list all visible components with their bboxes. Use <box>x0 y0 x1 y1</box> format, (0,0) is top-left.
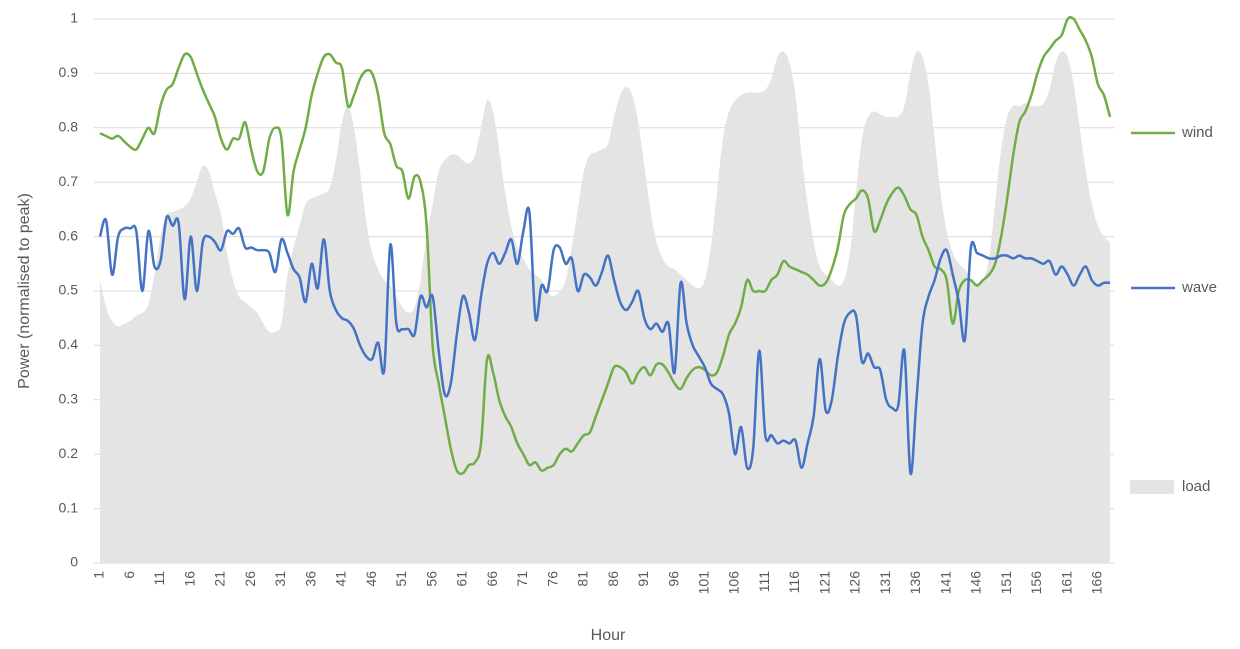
y-tick-label: 0.8 <box>59 119 79 135</box>
y-tick-label: 0.3 <box>59 391 79 407</box>
x-tick-label: 96 <box>665 571 681 587</box>
x-tick-label: 36 <box>302 571 318 587</box>
x-tick-label: 166 <box>1089 571 1105 595</box>
area <box>100 50 1110 563</box>
x-tick-label: 111 <box>756 571 772 592</box>
x-axis-title: Hour <box>591 627 626 644</box>
x-tick-label: 6 <box>121 571 137 579</box>
x-tick-label: 136 <box>907 571 923 595</box>
y-tick-label: 0.5 <box>59 282 79 298</box>
x-tick-label: 26 <box>242 571 258 587</box>
x-tick-label: 76 <box>544 571 560 587</box>
x-tick-label: 141 <box>937 571 953 595</box>
x-tick-label: 116 <box>786 571 802 594</box>
y-tick-label: 0.7 <box>59 173 79 189</box>
x-tick-label: 41 <box>333 571 349 587</box>
x-tick-label: 151 <box>998 571 1014 595</box>
x-tick-label: 66 <box>484 571 500 587</box>
x-tick-label: 31 <box>272 571 288 587</box>
y-tick-label: 0.2 <box>59 445 79 461</box>
x-tick-label: 146 <box>968 571 984 595</box>
y-tick-label: 0.9 <box>59 64 79 80</box>
x-tick-label: 156 <box>1028 571 1044 595</box>
x-tick-label: 106 <box>726 571 742 595</box>
x-tick-label: 61 <box>454 571 470 587</box>
x-tick-label: 21 <box>212 571 228 587</box>
y-tick-label: 1 <box>70 10 78 26</box>
y-axis-title: Power (normalised to peak) <box>16 193 33 389</box>
x-tick-label: 16 <box>181 571 197 587</box>
legend-label: wind <box>1181 124 1213 141</box>
y-tick-label: 0.4 <box>59 336 79 352</box>
x-tick-label: 11 <box>151 571 167 586</box>
x-tick-label: 121 <box>816 571 832 595</box>
x-tick-label: 126 <box>847 571 863 595</box>
x-tick-label: 1 <box>91 571 107 579</box>
x-tick-label: 46 <box>363 571 379 587</box>
x-tick-label: 51 <box>393 571 409 587</box>
y-tick-label: 0 <box>70 554 78 570</box>
x-tick-label: 101 <box>695 571 711 595</box>
legend-label: wave <box>1181 279 1217 296</box>
x-tick-label: 56 <box>423 571 439 587</box>
x-tick-label: 86 <box>605 571 621 587</box>
x-tick-label: 131 <box>877 571 893 595</box>
legend-label: load <box>1182 478 1210 495</box>
legend-swatch <box>1130 480 1174 494</box>
x-tick-label: 91 <box>635 571 651 587</box>
y-tick-label: 0.1 <box>59 499 79 515</box>
line <box>99 16 1112 476</box>
y-tick-label: 0.6 <box>59 227 79 243</box>
x-tick-label: 161 <box>1058 571 1074 595</box>
line <box>98 206 1111 476</box>
x-tick-label: 71 <box>514 571 530 587</box>
x-tick-label: 81 <box>575 571 591 587</box>
